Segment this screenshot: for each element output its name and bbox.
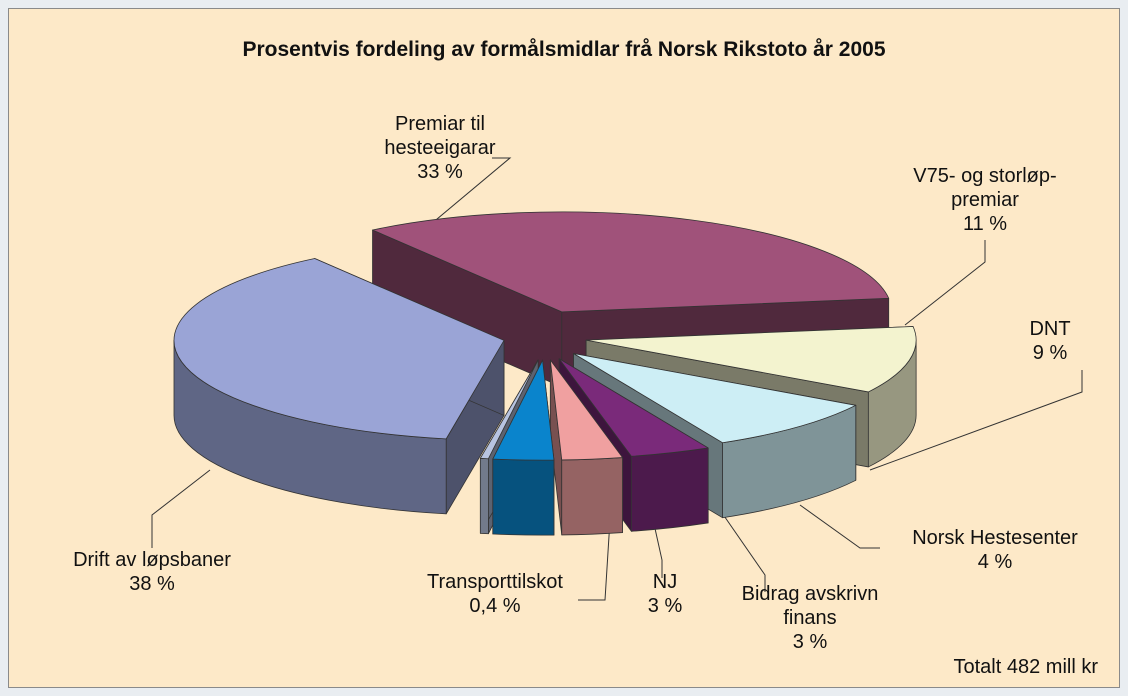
- leader-line: [578, 519, 611, 601]
- slice-label: DNT 9 %: [990, 317, 1110, 365]
- leader-line: [869, 370, 1083, 471]
- category-label: V75- og storløp-premiar: [913, 165, 1057, 211]
- slice-label: Norsk Hestesenter 4 %: [875, 526, 1115, 574]
- slice-label: Drift av løpsbaner 38 %: [32, 548, 272, 596]
- leader-line: [904, 240, 986, 326]
- slice-wall: [561, 457, 623, 536]
- chart-title: Prosentvis fordeling av formålsmidlar fr…: [242, 38, 886, 61]
- slice: [585, 326, 917, 393]
- category-label: DNT: [1029, 318, 1071, 340]
- value-label: 3 %: [792, 631, 828, 653]
- slice-label: Transporttilskot 0,4 %: [395, 570, 595, 618]
- value-label: 4 %: [977, 551, 1013, 573]
- category-label: Premiar til hesteeigarar: [384, 113, 496, 159]
- annotation: Totalt 482 mill kr: [953, 656, 1099, 678]
- slice: [479, 359, 539, 460]
- slice-label: V75- og storløp-premiar 11 %: [890, 164, 1080, 236]
- category-label: Drift av løpsbaner: [73, 549, 231, 571]
- category-label: Transporttilskot: [427, 571, 563, 593]
- value-label: 33 %: [417, 161, 463, 183]
- category-label: NJ: [652, 571, 678, 593]
- slice-label: NJ 3 %: [635, 570, 695, 618]
- category-label: Norsk Hestesenter: [912, 527, 1078, 549]
- leader-line: [651, 514, 663, 578]
- slice-wall: [630, 447, 709, 532]
- slice-wall: [479, 457, 489, 535]
- leader-line: [719, 509, 766, 592]
- slice: [558, 358, 709, 457]
- slice: [573, 353, 857, 444]
- value-label: 9 %: [1032, 342, 1068, 364]
- slice: [492, 359, 555, 461]
- slice-wall: [492, 458, 555, 536]
- leader-line: [799, 504, 880, 549]
- slice-label: Premiar til hesteeigarar 33 %: [355, 112, 525, 184]
- value-label: 0,4 %: [469, 595, 521, 617]
- slice: [372, 211, 890, 313]
- value-label: 11 %: [962, 213, 1008, 235]
- pie: [173, 211, 917, 536]
- slice-label: Bidrag avskrivn finans 3 %: [725, 582, 895, 654]
- value-label: 3 %: [647, 595, 683, 617]
- slice: [173, 258, 505, 440]
- slice: [549, 359, 623, 461]
- category-label: Bidrag avskrivn finans: [741, 583, 879, 629]
- leader-line: [151, 469, 211, 548]
- value-label: 38 %: [129, 573, 175, 595]
